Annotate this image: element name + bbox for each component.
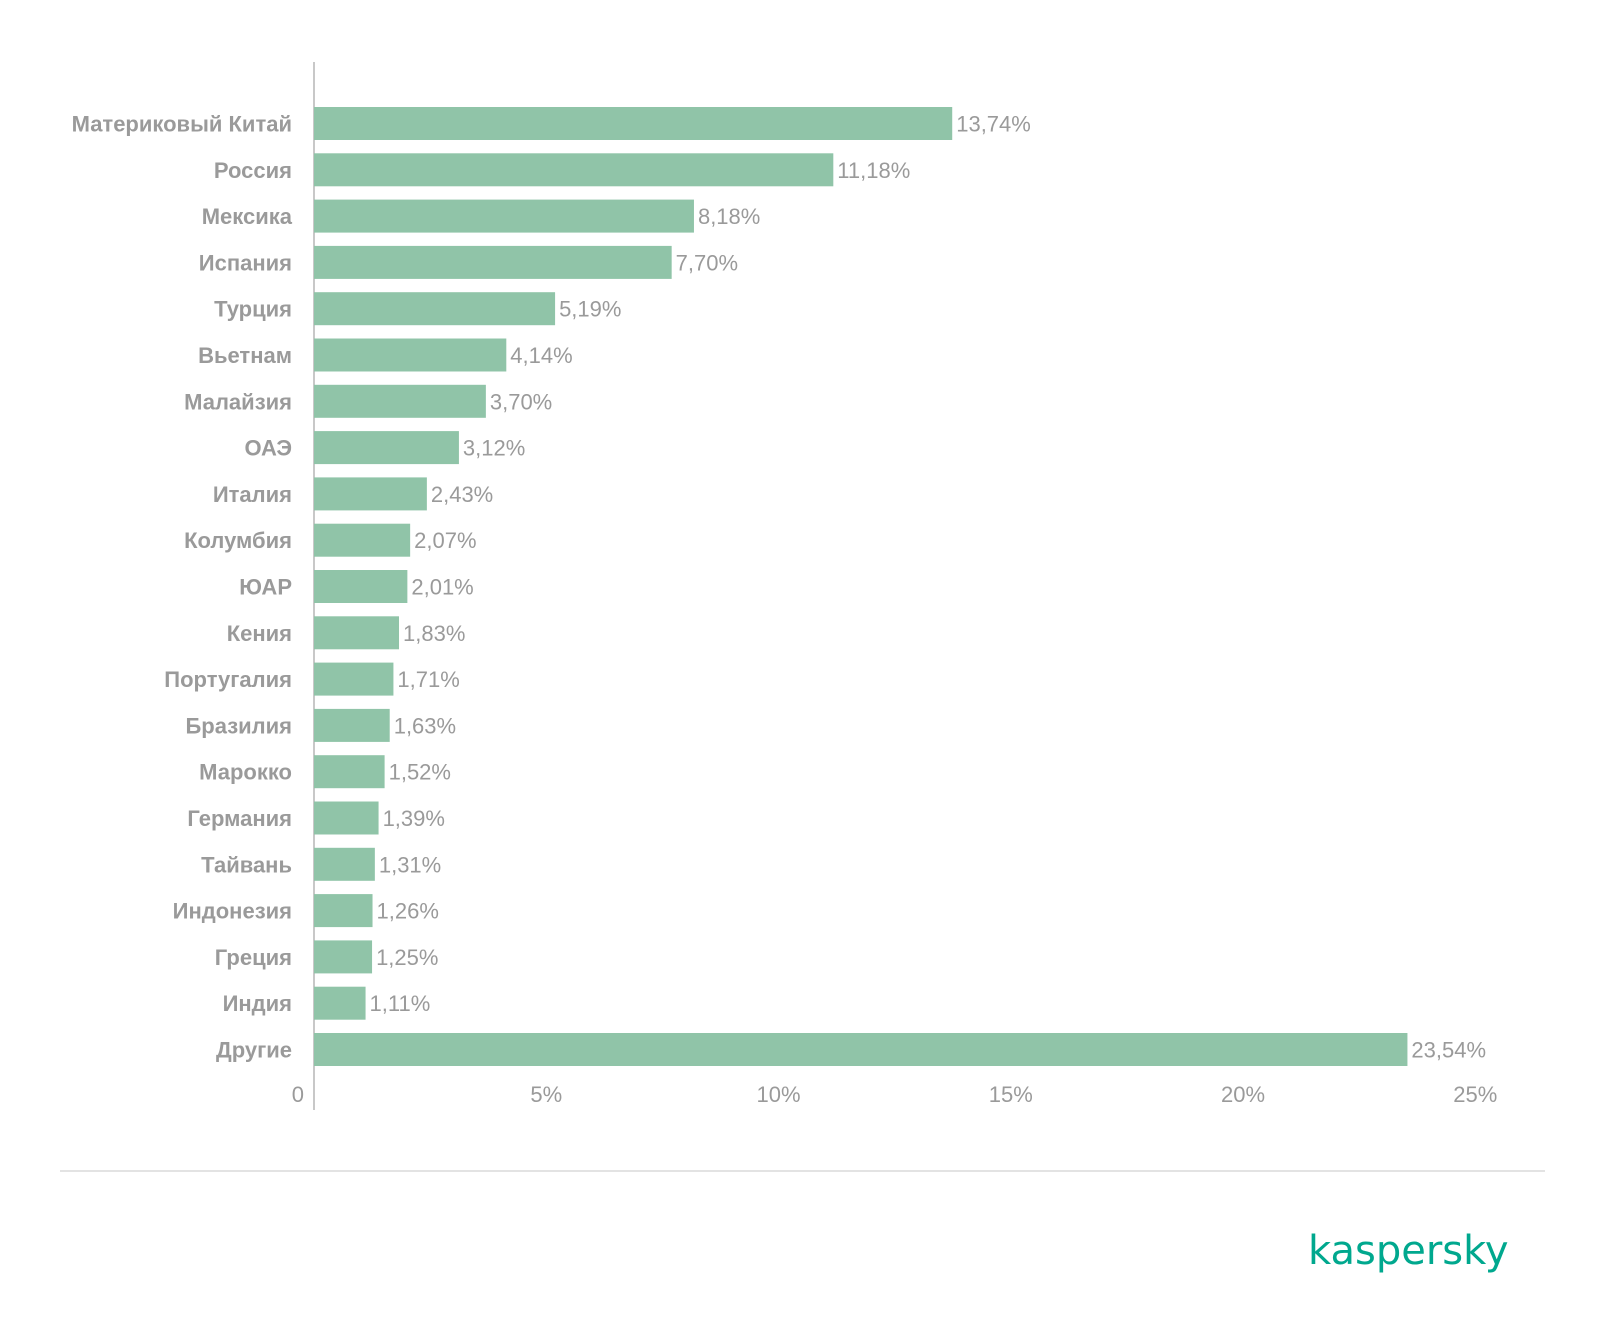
data-label: 2,01%: [411, 575, 473, 600]
data-label: 1,83%: [403, 621, 465, 646]
category-label: Индонезия: [173, 899, 292, 924]
category-label: Греция: [215, 945, 292, 970]
category-label: Тайвань: [201, 852, 292, 877]
data-label: 7,70%: [676, 250, 738, 275]
bar: [314, 477, 427, 511]
bar: [314, 292, 556, 326]
bar: [314, 523, 411, 557]
data-label: 1,71%: [397, 667, 459, 692]
data-label: 4,14%: [510, 343, 572, 368]
category-label: ОАЭ: [244, 436, 292, 461]
bar: [314, 616, 400, 650]
category-label: Кения: [227, 621, 292, 646]
category-label: Испания: [199, 250, 292, 275]
bar: [314, 107, 953, 140]
category-label: Мексика: [202, 204, 293, 229]
bar: [314, 755, 385, 789]
category-label: Материковый Китай: [72, 112, 292, 137]
x-tick-label: 25%: [1453, 1082, 1497, 1107]
data-label: 11,18%: [837, 158, 910, 183]
category-label: Италия: [213, 482, 292, 507]
x-tick-label: 5%: [530, 1082, 562, 1107]
bar: [314, 986, 366, 1020]
category-label: Португалия: [164, 667, 292, 692]
category-label: Марокко: [199, 760, 292, 785]
bar: [314, 245, 672, 279]
bar: [314, 199, 694, 233]
data-label: 8,18%: [698, 204, 760, 229]
bar: [314, 570, 408, 603]
bars-group: Материковый Китай 13,74% Россия 11,18% Мекси…: [72, 107, 1486, 1066]
x-tick-label: 10%: [756, 1082, 800, 1107]
bar: [314, 338, 507, 372]
data-label: 13,74%: [956, 112, 1031, 137]
bar: [314, 940, 373, 974]
category-label: Бразилия: [185, 713, 292, 738]
bar: [314, 708, 390, 742]
data-label: 3,12%: [463, 436, 525, 461]
x-tick-label: 15%: [989, 1082, 1033, 1107]
category-label: Германия: [187, 806, 292, 831]
data-label: 3,70%: [490, 389, 552, 414]
data-label: 1,31%: [379, 852, 441, 877]
bar: [314, 1033, 1408, 1066]
data-label: 1,11%: [370, 991, 431, 1016]
data-label: 2,43%: [431, 482, 493, 507]
category-label: Другие: [216, 1038, 292, 1063]
category-label: Вьетнам: [198, 343, 292, 368]
x-axis-ticks: 0 5% 10% 15% 20% 25%: [292, 1082, 1498, 1107]
x-tick-label: 20%: [1221, 1082, 1265, 1107]
bar: [314, 384, 486, 418]
data-label: 1,26%: [377, 899, 439, 924]
category-label: Турция: [214, 297, 292, 322]
category-label: Индия: [223, 991, 292, 1016]
data-label: 1,25%: [376, 945, 438, 970]
category-label: ЮАР: [239, 575, 292, 600]
data-label: 23,54%: [1411, 1038, 1486, 1063]
kaspersky-logo: kaspersky: [1308, 1228, 1509, 1274]
bar-chart: Материковый Китай 13,74% Россия 11,18% Мекси…: [72, 62, 1498, 1110]
data-label: 2,07%: [414, 528, 476, 553]
bar: [314, 431, 459, 465]
bar: [314, 801, 379, 835]
category-label: Россия: [214, 158, 292, 183]
category-label: Колумбия: [184, 528, 292, 553]
data-label: 1,52%: [389, 760, 451, 785]
data-label: 1,39%: [383, 806, 445, 831]
category-label: Малайзия: [184, 389, 292, 414]
bar: [314, 894, 373, 928]
bar: [314, 847, 375, 881]
bar: [314, 153, 834, 187]
bar: [314, 662, 394, 696]
x-tick-label: 0: [292, 1082, 304, 1107]
footer-divider: [60, 1170, 1545, 1172]
data-label: 1,63%: [394, 713, 456, 738]
data-label: 5,19%: [559, 297, 621, 322]
